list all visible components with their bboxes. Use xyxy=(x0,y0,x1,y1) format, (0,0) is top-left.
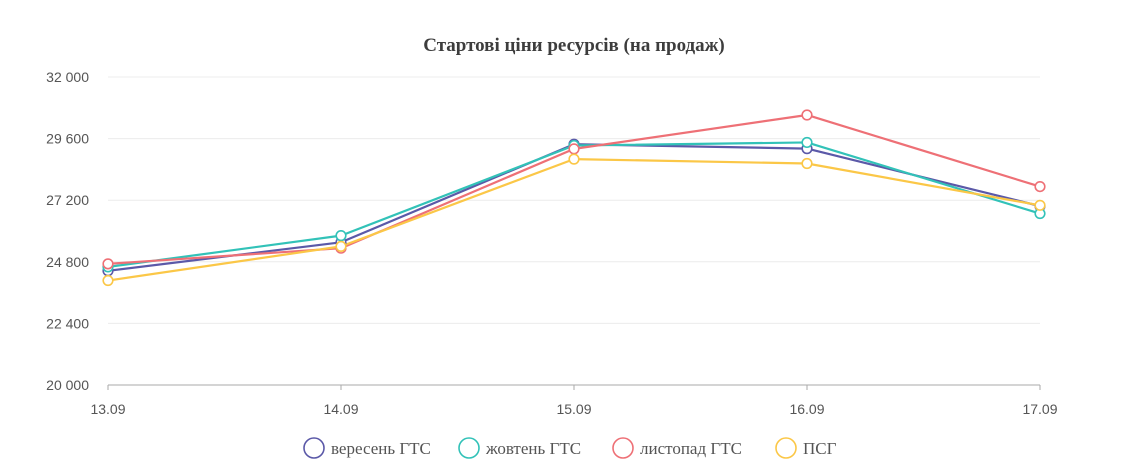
data-point[interactable] xyxy=(335,230,347,242)
data-point[interactable] xyxy=(1034,180,1046,193)
y-tick-label: 27 200 xyxy=(46,192,89,208)
data-point[interactable] xyxy=(102,258,114,270)
series-line-4 xyxy=(107,158,1041,282)
data-point[interactable] xyxy=(568,153,580,165)
y-tick-label: 32 000 xyxy=(46,69,89,85)
y-tick-label: 20 000 xyxy=(46,377,89,393)
data-point[interactable] xyxy=(1034,199,1046,211)
data-point[interactable] xyxy=(801,136,813,149)
data-point[interactable] xyxy=(568,143,580,155)
data-point[interactable] xyxy=(335,240,347,252)
legend-label: ПСГ xyxy=(803,439,837,458)
x-tick-label: 14.09 xyxy=(323,401,358,417)
legend[interactable]: вересень ГТС жовтень ГТС листопад ГТС ПСГ xyxy=(303,437,837,459)
data-point[interactable] xyxy=(801,157,813,170)
data-point[interactable] xyxy=(102,274,114,287)
legend-item-4[interactable]: ПСГ xyxy=(775,437,837,459)
x-tick-label: 17.09 xyxy=(1022,401,1057,417)
series-group xyxy=(102,109,1046,287)
x-tick-label: 15.09 xyxy=(556,401,591,417)
x-tick-label: 16.09 xyxy=(789,401,824,417)
y-tick-label: 29 600 xyxy=(46,131,89,147)
legend-marker xyxy=(458,437,480,459)
legend-label: листопад ГТС xyxy=(640,439,742,458)
legend-label: вересень ГТС xyxy=(331,439,431,458)
y-tick-label: 22 400 xyxy=(46,315,89,331)
data-point[interactable] xyxy=(801,109,813,121)
series-line-3 xyxy=(107,113,1041,265)
legend-label: жовтень ГТС xyxy=(485,439,581,458)
x-axis: 13.09 14.09 15.09 16.09 17.09 xyxy=(90,384,1058,417)
x-tick-label: 13.09 xyxy=(90,401,125,417)
legend-item-2[interactable]: жовтень ГТС xyxy=(458,437,581,459)
y-axis: 20 000 22 400 24 800 27 200 29 600 32 000 xyxy=(46,69,89,393)
legend-marker xyxy=(612,437,634,459)
legend-marker xyxy=(303,437,325,459)
y-tick-label: 24 800 xyxy=(46,254,89,270)
legend-marker xyxy=(775,437,797,459)
grid xyxy=(108,76,1040,324)
chart-title: Стартові ціни ресурсів (на продаж) xyxy=(423,35,725,56)
legend-item-1[interactable]: вересень ГТС xyxy=(303,437,431,459)
legend-item-3[interactable]: листопад ГТС xyxy=(612,437,742,459)
